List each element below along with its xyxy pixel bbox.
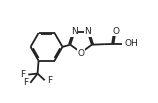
Text: F: F <box>21 70 26 79</box>
Text: OH: OH <box>125 39 139 49</box>
Text: N: N <box>71 27 78 36</box>
Text: F: F <box>23 78 28 87</box>
Text: F: F <box>47 76 52 85</box>
Text: O: O <box>112 27 119 36</box>
Text: O: O <box>78 49 85 58</box>
Text: N: N <box>84 27 91 36</box>
